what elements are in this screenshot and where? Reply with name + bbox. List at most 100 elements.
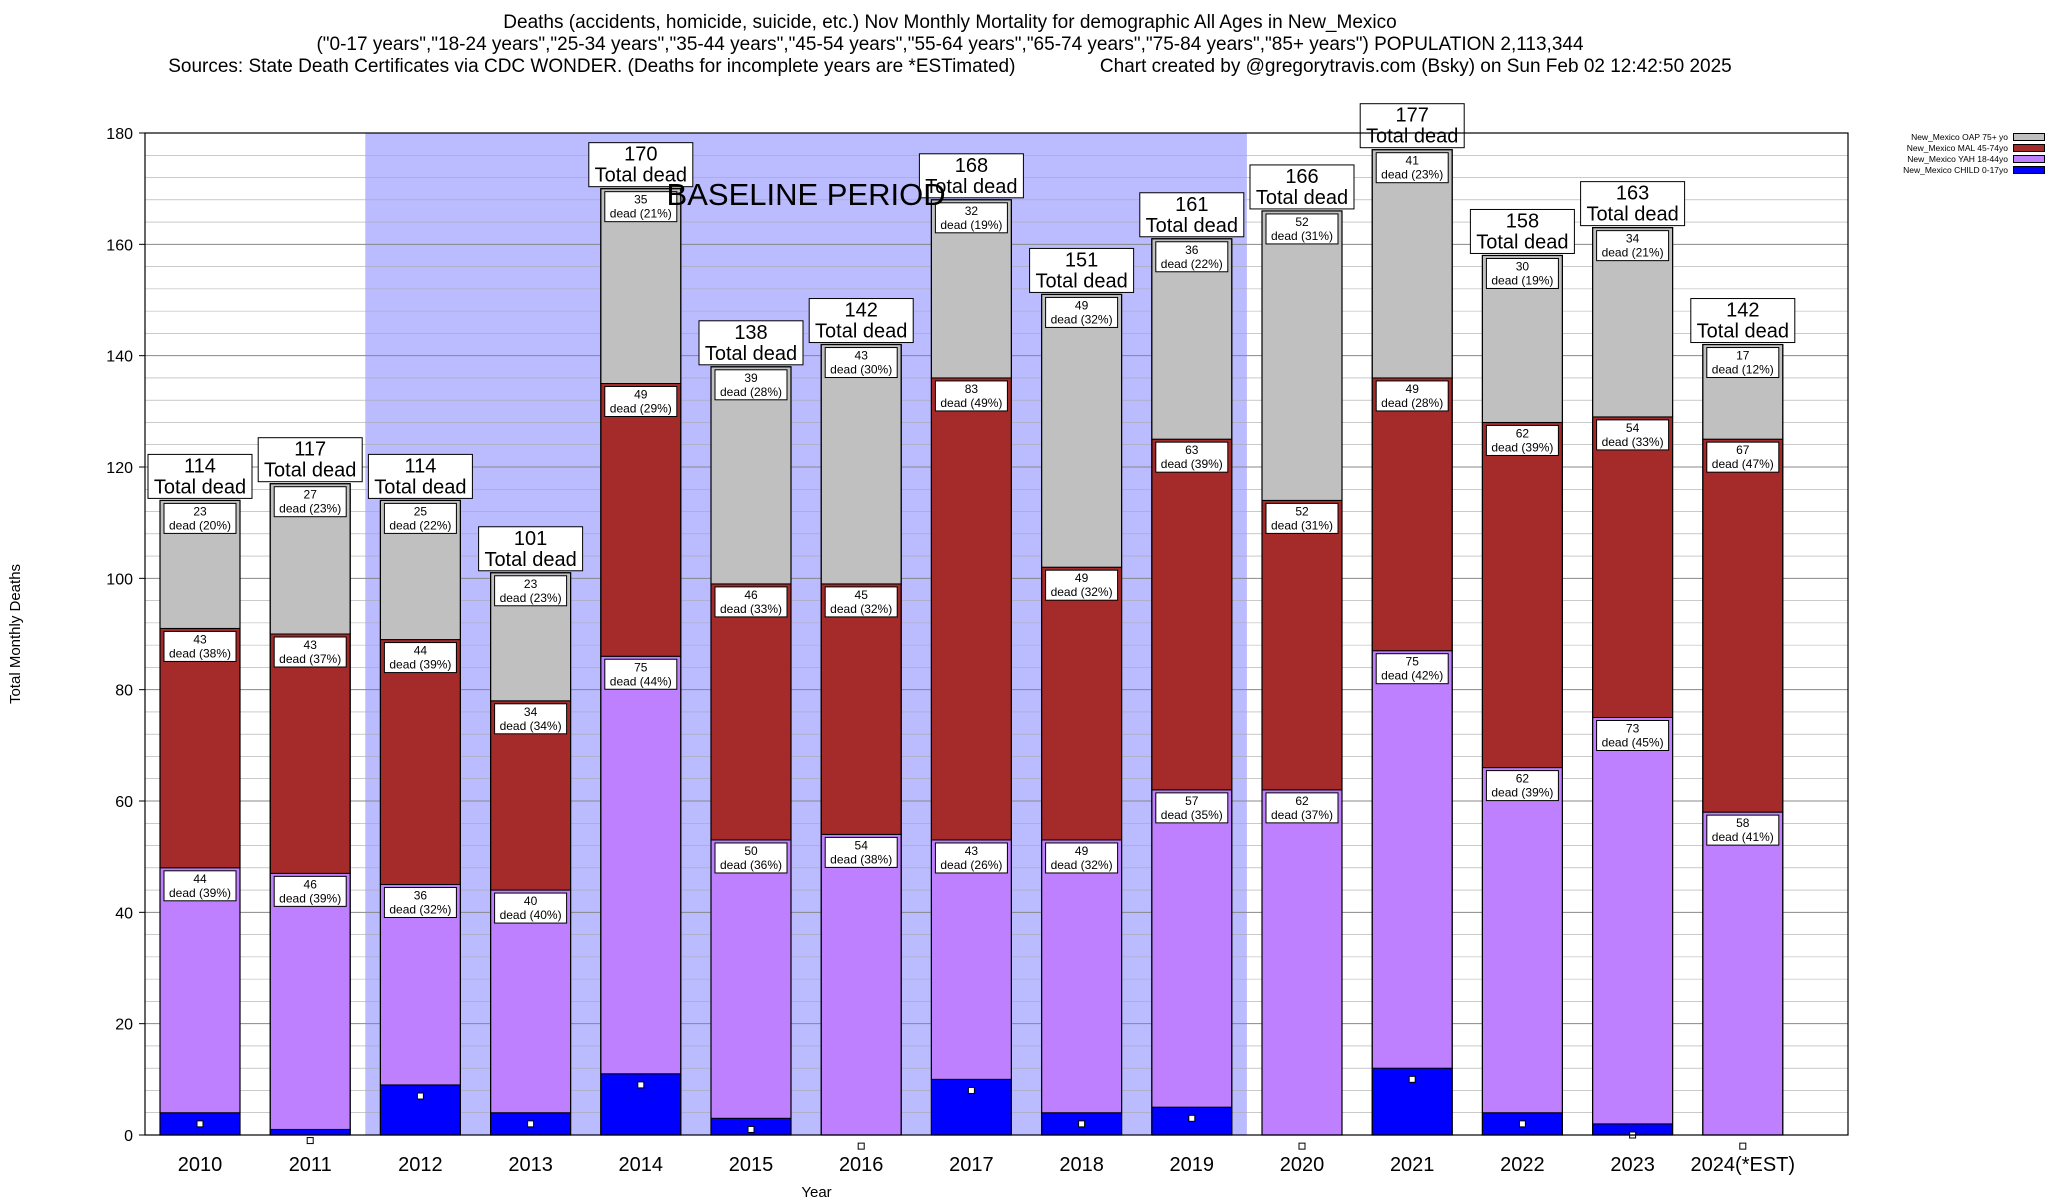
y-tick-label: 160 <box>106 237 133 254</box>
segment-label-count: 43 <box>965 844 979 858</box>
segment-label-box <box>1045 569 1119 601</box>
segment-label-count: 54 <box>855 838 869 852</box>
total-label-box <box>1139 192 1245 238</box>
bar-segment <box>1041 839 1123 1114</box>
child-marker <box>1518 1120 1526 1128</box>
total-label-count: 177 <box>1396 105 1429 127</box>
segment-label-box <box>714 842 788 874</box>
segment-label-count: 67 <box>1736 443 1750 457</box>
child-marker <box>747 1125 755 1133</box>
segment-label-box <box>934 380 1008 412</box>
segment-label-box <box>1265 213 1339 245</box>
total-label-count: 163 <box>1616 183 1649 205</box>
bar-segment <box>820 344 902 585</box>
x-tick-label: 2017 <box>949 1154 994 1176</box>
y-tick-label: 100 <box>106 571 133 588</box>
y-axis-label: Total Monthly Deaths <box>7 564 24 704</box>
segment-label-pct: dead (47%) <box>1712 457 1774 471</box>
segment-label-box <box>273 875 347 907</box>
bar-segment <box>159 627 241 869</box>
x-tick-label: 2020 <box>1280 1154 1325 1176</box>
y-tick-label: 80 <box>115 683 133 700</box>
total-label-count: 117 <box>294 439 326 461</box>
segment-label-pct: dead (39%) <box>169 886 231 900</box>
segment-label-pct: dead (37%) <box>1271 808 1333 822</box>
x-axis-label: Year <box>801 1184 831 1200</box>
child-marker <box>1298 1142 1306 1150</box>
segment-label-box <box>1596 720 1670 751</box>
bar-segment <box>1371 149 1453 379</box>
bar-segment <box>1592 416 1674 718</box>
segment-label-box <box>824 586 898 618</box>
segment-label-pct: dead (23%) <box>500 591 562 605</box>
segment-label-count: 62 <box>1295 794 1309 808</box>
segment-label-pct: dead (39%) <box>1161 457 1223 471</box>
segment-label-box <box>1485 770 1559 802</box>
segment-label-pct: dead (39%) <box>1491 786 1553 800</box>
legend-item-oap: New_Mexico OAP 75+ yo <box>1815 131 2045 142</box>
bar-segment <box>1702 811 1784 1136</box>
total-label-box <box>257 437 363 483</box>
segment-label-count: 17 <box>1736 349 1750 363</box>
segment-label-pct: dead (22%) <box>389 518 451 532</box>
segment-label-box <box>1485 257 1559 289</box>
segment-label-pct: dead (20%) <box>169 518 231 532</box>
bar-segment <box>600 655 682 1075</box>
total-label-text: Total dead <box>1146 215 1238 237</box>
segment-label-box <box>1155 241 1229 273</box>
segment-label-pct: dead (28%) <box>720 385 782 399</box>
segment-label-pct: dead (40%) <box>500 908 562 922</box>
segment-label-pct: dead (39%) <box>389 658 451 672</box>
segment-label-pct: dead (32%) <box>389 903 451 917</box>
x-tick-label: 2016 <box>839 1154 884 1176</box>
segment-label-box <box>1596 230 1670 262</box>
child-marker <box>416 1092 424 1100</box>
bar-segment <box>490 889 572 1114</box>
bar-segment <box>710 583 792 841</box>
legend-swatch <box>2013 132 2045 141</box>
child-marker <box>527 1120 535 1128</box>
segment-label-pct: dead (36%) <box>720 858 782 872</box>
credit-note: Chart created by @gregorytravis.com (Bsk… <box>1099 56 1732 77</box>
segment-label-box <box>934 842 1008 874</box>
segment-label-count: 44 <box>414 644 428 658</box>
bar-segment <box>1261 499 1343 791</box>
child-marker <box>967 1086 975 1094</box>
segment-label-count: 75 <box>634 660 648 674</box>
segment-label-count: 73 <box>1626 722 1640 736</box>
child-marker <box>1739 1142 1747 1150</box>
segment-label-pct: dead (45%) <box>1602 736 1664 750</box>
segment-label-pct: dead (32%) <box>1051 858 1113 872</box>
bar-segment <box>1041 566 1123 841</box>
segment-label-count: 49 <box>634 388 648 402</box>
segment-label-count: 34 <box>524 705 538 719</box>
total-label-count: 142 <box>845 300 878 322</box>
segment-label-box <box>273 486 347 518</box>
segment-label-box <box>163 630 237 662</box>
segment-label-pct: dead (32%) <box>1051 585 1113 599</box>
total-label-count: 142 <box>1726 300 1759 322</box>
total-label-box <box>918 153 1024 199</box>
total-label-text: Total dead <box>1586 204 1678 226</box>
segment-label-count: 46 <box>304 877 318 891</box>
bar-segment <box>930 839 1012 1080</box>
segment-label-count: 57 <box>1185 794 1199 808</box>
segment-label-box <box>714 586 788 618</box>
y-tick-label: 140 <box>106 349 133 366</box>
total-label-text: Total dead <box>374 476 466 498</box>
legend-swatch <box>2013 165 2045 174</box>
total-label-text: Total dead <box>154 476 246 498</box>
x-tick-label: 2019 <box>1170 1154 1215 1176</box>
bar-segment <box>1481 421 1563 769</box>
segment-label-pct: dead (42%) <box>1381 669 1443 683</box>
segment-label-pct: dead (41%) <box>1712 830 1774 844</box>
y-tick-label: 180 <box>106 126 133 143</box>
segment-label-box <box>714 369 788 401</box>
x-tick-label: 2018 <box>1059 1154 1104 1176</box>
segment-label-count: 34 <box>1626 232 1640 246</box>
segment-label-box <box>1375 152 1449 184</box>
bar-segment <box>1261 210 1343 501</box>
title-line-2: ("0-17 years","18-24 years","25-34 years… <box>316 34 1584 55</box>
child-marker <box>1188 1114 1196 1122</box>
segment-label-pct: dead (19%) <box>1491 273 1553 287</box>
